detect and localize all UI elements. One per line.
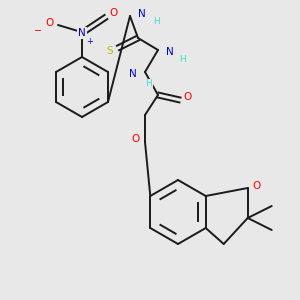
Text: O: O <box>46 18 54 28</box>
Text: H: H <box>146 80 152 88</box>
Text: S: S <box>107 46 113 56</box>
Text: H: H <box>153 17 159 26</box>
Text: O: O <box>110 8 118 18</box>
Text: +: + <box>87 37 93 46</box>
Text: O: O <box>253 181 261 191</box>
Text: O: O <box>132 134 140 144</box>
Text: O: O <box>184 92 192 102</box>
Text: −: − <box>34 26 42 36</box>
Text: N: N <box>138 9 146 19</box>
Text: N: N <box>129 69 137 79</box>
Text: N: N <box>166 47 174 57</box>
Text: H: H <box>178 56 185 64</box>
Text: N: N <box>78 28 86 38</box>
